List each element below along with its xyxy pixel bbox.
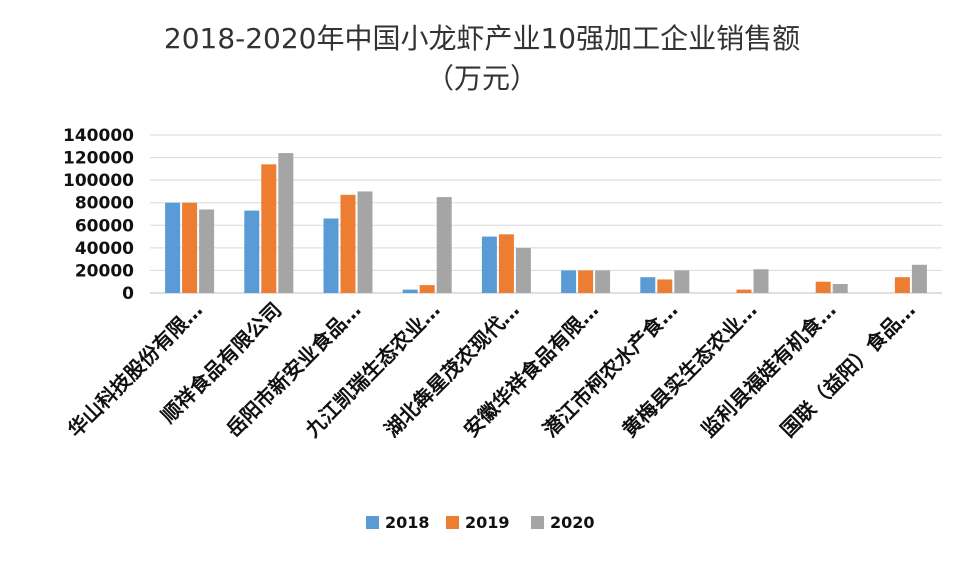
bar-2020-8 — [832, 283, 848, 293]
y-tick-label: 100000 — [63, 171, 134, 191]
bar-2019-3 — [419, 285, 435, 293]
y-tick-label: 20000 — [75, 261, 134, 281]
legend-swatch-2020 — [531, 516, 544, 529]
bars — [165, 153, 927, 293]
bar-2019-0 — [182, 202, 198, 293]
y-tick-label: 40000 — [75, 239, 134, 259]
y-tick-label: 60000 — [75, 216, 134, 236]
legend-label-2018: 2018 — [385, 513, 430, 532]
bar-2018-5 — [561, 270, 577, 293]
chart-title-line-1: 2018-2020年中国小龙虾产业10强加工企业销售额 — [164, 22, 800, 55]
bar-2018-0 — [165, 202, 181, 293]
legend-swatch-2018 — [366, 516, 379, 529]
bar-2019-9 — [894, 277, 910, 293]
chart-title-line-2: （万元） — [426, 62, 538, 95]
y-tick-label: 0 — [122, 284, 134, 304]
bar-2020-1 — [278, 153, 294, 293]
bar-2020-9 — [911, 264, 927, 293]
bar-2020-7 — [753, 269, 769, 293]
bar-2019-4 — [498, 234, 514, 293]
bar-2020-0 — [199, 209, 215, 293]
legend: 2018 2019 2020 — [366, 513, 595, 532]
bar-2020-5 — [595, 270, 611, 293]
bar-2019-1 — [261, 164, 277, 293]
y-tick-label: 120000 — [63, 149, 134, 169]
bar-2020-6 — [674, 270, 690, 293]
legend-label-2019: 2019 — [465, 513, 510, 532]
legend-label-2020: 2020 — [550, 513, 595, 532]
bar-2019-6 — [657, 279, 673, 293]
bar-2020-3 — [436, 197, 452, 293]
bar-2018-1 — [244, 210, 260, 293]
bar-2018-3 — [402, 289, 418, 293]
y-tick-label: 140000 — [63, 126, 134, 146]
bar-2019-2 — [340, 194, 356, 293]
y-tick-label: 80000 — [75, 194, 134, 214]
bar-2019-7 — [736, 289, 752, 293]
legend-swatch-2019 — [446, 516, 459, 529]
bar-2018-6 — [640, 277, 656, 293]
bar-2018-4 — [481, 236, 497, 293]
bar-2020-2 — [357, 191, 373, 293]
bar-2020-4 — [515, 247, 531, 293]
bar-2018-2 — [323, 218, 339, 293]
bar-2019-5 — [578, 270, 594, 293]
bar-2019-8 — [815, 281, 831, 293]
